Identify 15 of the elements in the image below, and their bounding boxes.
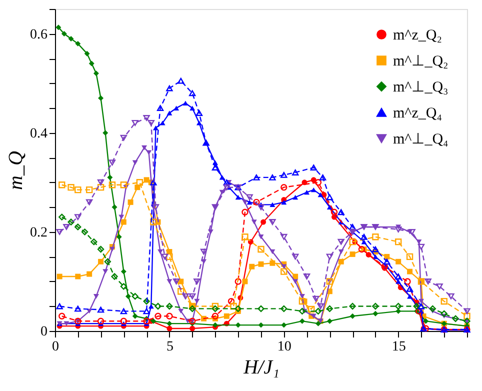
x-axis-title: H/J₁	[242, 356, 280, 378]
legend-label: m^z_Q₂	[393, 28, 442, 44]
y-tick-label: 0	[40, 324, 48, 340]
y-tick-label: 0.4	[30, 126, 48, 142]
x-tick-label: 15	[392, 340, 406, 354]
legend-label: m^z_Q₄	[393, 106, 442, 122]
y-tick-label: 0.2	[30, 225, 48, 240]
y-axis-title: m_Q	[5, 150, 27, 190]
x-tick-label: 5	[166, 340, 174, 354]
y-tick-label: 0.6	[30, 27, 48, 42]
legend-label: m^⊥_Q₃	[393, 80, 448, 96]
legend-label: m^⊥_Q₄	[393, 132, 448, 148]
x-tick-label: 0	[52, 340, 59, 354]
legend-label: m^⊥_Q₂	[393, 54, 448, 70]
x-tick-label: 10	[277, 340, 292, 354]
